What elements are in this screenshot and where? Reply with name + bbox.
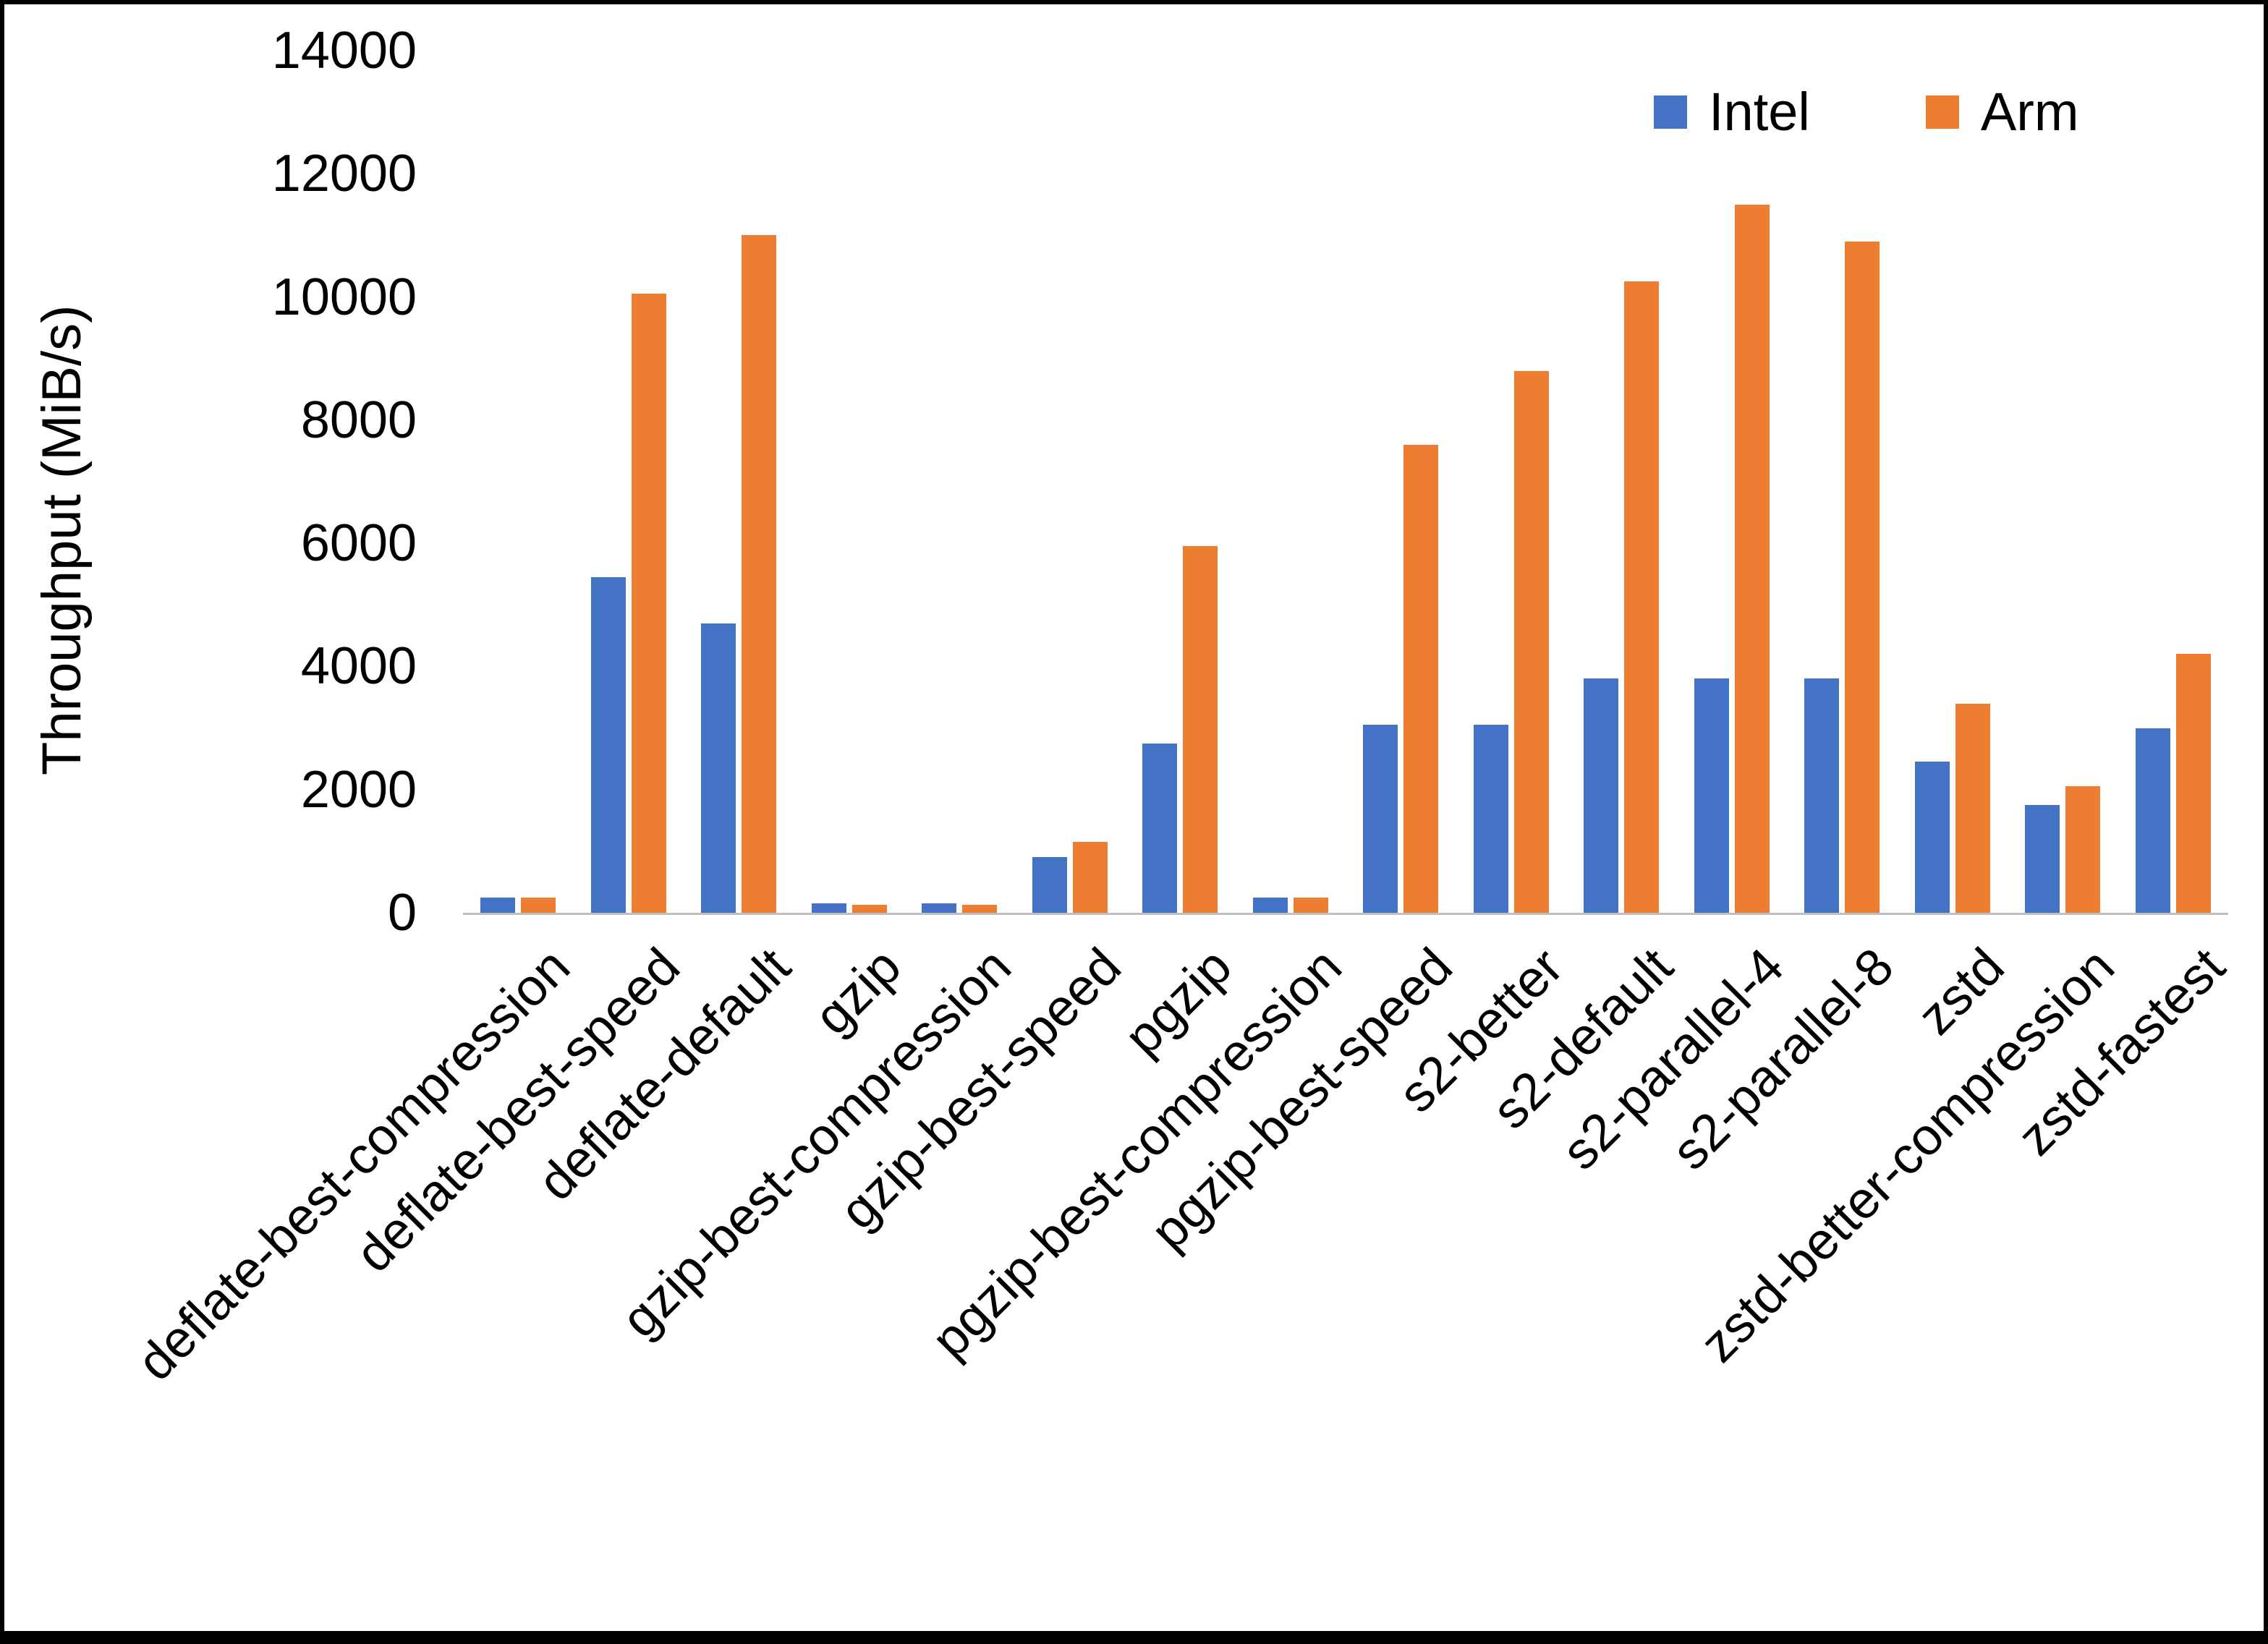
x-axis-label: deflate-best-compression (126, 937, 581, 1392)
bar-arm-s2-parallel-4 (1734, 204, 1770, 913)
y-tick-label: 8000 (300, 391, 417, 449)
legend-label-intel: Intel (1709, 82, 1810, 142)
bar-intel-zstd-better-compression (2025, 805, 2060, 913)
bar-arm-pgzip (1183, 546, 1218, 913)
bar-arm-pgzip-best-compression (1293, 897, 1328, 913)
plot-region: 0 2000 4000 6000 8000 10000 12000 14000 deflate-… (4, 4, 2264, 1631)
y-tick-label: 6000 (300, 514, 417, 573)
bar-intel-s2-better (1473, 725, 1508, 913)
bar-arm-deflate-default (742, 235, 777, 913)
bar-intel-zstd-fastest (2135, 728, 2170, 913)
bar-intel-s2-parallel-8 (1804, 678, 1840, 913)
bar-intel-gzip-best-speed (1032, 857, 1067, 913)
bar-arm-deflate-best-speed (631, 294, 666, 913)
bar-arm-gzip-best-speed (1072, 842, 1108, 913)
bar-intel-pgzip-best-speed (1363, 725, 1398, 913)
bar-intel-zstd (1914, 762, 1950, 913)
x-axis-line (463, 913, 2228, 915)
legend-swatch-arm (1925, 95, 1959, 129)
bar-chart: Throughput (MiB/s) 0 2000 4000 6000 8000 1000… (4, 4, 2264, 1631)
bar-arm-s2-parallel-8 (1845, 241, 1880, 913)
legend-item-intel: Intel (1654, 81, 1810, 142)
bar-arm-gzip-best-compression (962, 904, 998, 913)
bar-intel-gzip (811, 903, 846, 913)
bar-intel-deflate-default (701, 623, 736, 913)
bar-intel-deflate-best-speed (590, 576, 626, 913)
y-tick-label: 12000 (271, 145, 417, 203)
bar-intel-s2-parallel-4 (1694, 678, 1729, 913)
y-tick-label: 10000 (271, 268, 417, 326)
bar-arm-s2-better (1513, 370, 1549, 913)
bar-intel-pgzip-best-compression (1252, 897, 1288, 913)
bar-intel-pgzip (1142, 743, 1178, 913)
legend-item-arm: Arm (1925, 81, 2079, 142)
bar-arm-deflate-best-compression (521, 897, 556, 913)
bar-arm-s2-default (1624, 281, 1660, 913)
legend: Intel Arm (1654, 81, 2079, 142)
y-tick-label: 2000 (300, 760, 417, 819)
y-tick-label: 4000 (300, 637, 417, 696)
y-tick-label: 14000 (271, 22, 417, 80)
bar-arm-zstd-better-compression (2065, 786, 2101, 913)
y-tick-label: 0 (387, 884, 417, 942)
bar-intel-deflate-best-compression (480, 897, 516, 913)
legend-swatch-intel (1654, 95, 1687, 129)
bar-arm-zstd (1955, 703, 1990, 913)
legend-label-arm: Arm (1980, 82, 2079, 142)
bar-intel-s2-default (1584, 678, 1619, 913)
bar-arm-pgzip-best-speed (1403, 444, 1439, 913)
bar-arm-zstd-fastest (2175, 654, 2211, 913)
bar-arm-gzip (851, 904, 887, 913)
bar-intel-gzip-best-compression (922, 903, 957, 913)
